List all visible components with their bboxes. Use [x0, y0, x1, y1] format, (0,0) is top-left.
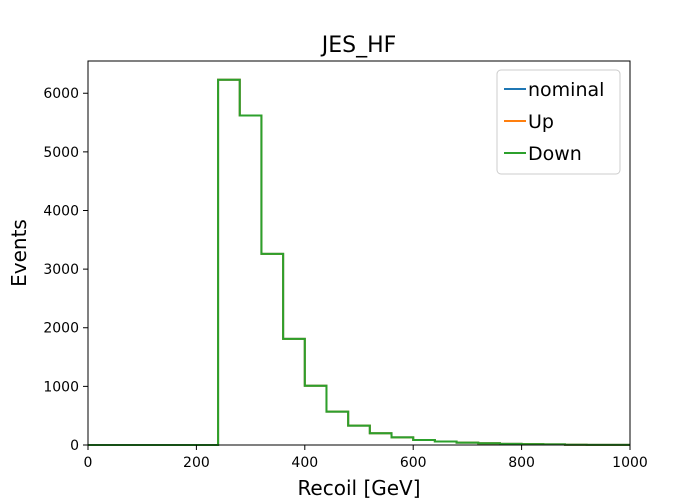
legend-label-down: Down	[528, 143, 582, 165]
plot-frame	[87, 60, 631, 446]
y-tick-label: 0	[70, 438, 79, 454]
series-line-down	[88, 78, 630, 446]
y-tick-label: 3000	[43, 262, 79, 278]
x-tick-label: 800	[508, 455, 535, 471]
legend-box	[496, 69, 621, 175]
legend: nominal Up Down	[496, 69, 621, 175]
y-tick-label: 5000	[43, 145, 79, 161]
legend-label-nominal: nominal	[528, 79, 604, 101]
x-tick-label: 400	[291, 455, 318, 471]
legend-label-up: Up	[528, 111, 554, 133]
y-tick-label: 4000	[43, 203, 79, 219]
x-axis-title: Recoil [GeV]	[297, 476, 420, 500]
y-axis-ticks: 0 1000 2000 3000 4000 5000 6000	[43, 86, 88, 454]
x-tick-label: 0	[84, 455, 93, 471]
x-tick-label: 1000	[612, 455, 648, 471]
chart-title: JES_HF	[320, 33, 397, 58]
y-tick-label: 1000	[43, 379, 79, 395]
y-axis-title: Events	[7, 219, 31, 287]
y-tick-label: 6000	[43, 86, 79, 102]
x-tick-label: 200	[183, 455, 210, 471]
x-tick-label: 600	[400, 455, 427, 471]
series-layer	[88, 78, 630, 446]
y-tick-label: 2000	[43, 321, 79, 337]
x-axis-ticks: 0 200 400 600 800 1000	[84, 445, 648, 471]
